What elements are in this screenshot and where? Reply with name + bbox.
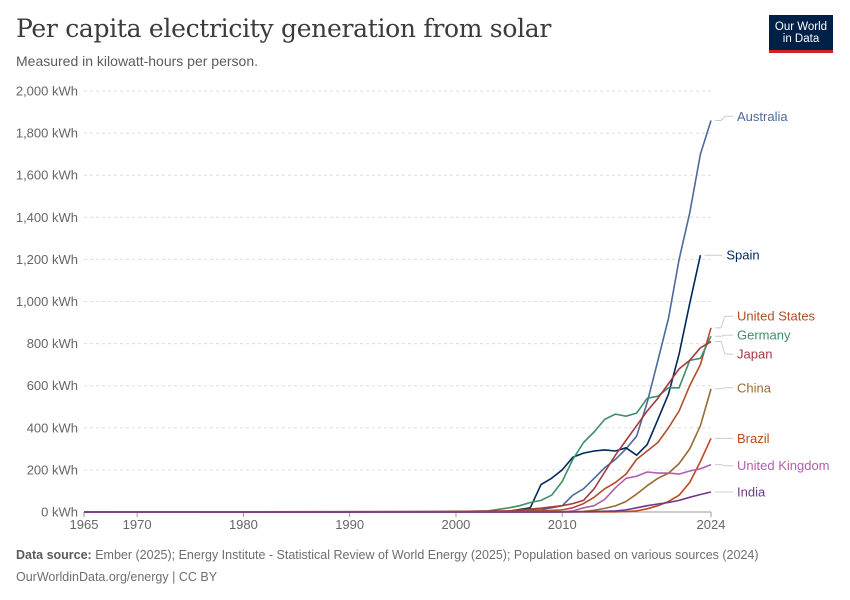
source-text: Ember (2025); Energy Institute - Statist… — [95, 548, 759, 562]
y-tick-label: 0 kWh — [41, 505, 78, 520]
x-tick-label: 2024 — [697, 517, 726, 532]
owid-logo[interactable]: Our World in Data — [769, 15, 833, 53]
y-tick-label: 800 kWh — [27, 336, 78, 351]
leader-line-japan — [715, 340, 733, 355]
series-line-brazil — [84, 437, 712, 513]
source-label: Data source: — [16, 548, 92, 562]
x-tick-label: 2010 — [548, 517, 577, 532]
series-layer — [83, 120, 712, 513]
x-tick-label: 1965 — [70, 517, 99, 532]
footer-credits: OurWorldinData.org/energy | CC BY — [16, 570, 217, 584]
leader-line-united-kingdom — [715, 464, 733, 467]
y-tick-label: 1,600 kWh — [16, 168, 78, 183]
series-line-germany — [83, 335, 712, 513]
series-label-united-kingdom: United Kingdom — [737, 458, 830, 473]
x-tick-label: 1990 — [335, 517, 364, 532]
series-label-germany: Germany — [737, 328, 791, 343]
x-tick-label: 1980 — [229, 517, 258, 532]
credit-separator: | — [172, 570, 179, 584]
leader-line-australia — [715, 115, 733, 121]
y-tick-label: 400 kWh — [27, 420, 78, 435]
y-tick-label: 1,000 kWh — [16, 294, 78, 309]
series-line-india — [84, 491, 712, 513]
series-label-japan: Japan — [737, 347, 772, 362]
footer-source: Data source: Ember (2025); Energy Instit… — [16, 548, 759, 562]
series-line-australia — [83, 120, 712, 513]
logo-line-2: in Data — [782, 32, 820, 45]
x-tick-label: 1970 — [123, 517, 152, 532]
series-label-australia: Australia — [737, 109, 788, 124]
chart-title: Per capita electricity generation from s… — [16, 14, 552, 43]
y-tick-label: 2,000 kWh — [16, 84, 78, 99]
x-tick-label: 2000 — [441, 517, 470, 532]
series-label-spain: Spain — [726, 248, 759, 263]
series-line-spain — [83, 255, 702, 513]
chart-subtitle: Measured in kilowatt-hours per person. — [16, 53, 259, 69]
logo-line-1: Our World — [774, 20, 828, 33]
series-label-united-states: United States — [737, 309, 816, 324]
y-tick-label: 1,400 kWh — [16, 210, 78, 225]
series-label-china: China — [737, 380, 772, 395]
leader-line-china — [715, 387, 733, 390]
series-label-brazil: Brazil — [737, 431, 770, 446]
y-tick-label: 1,200 kWh — [16, 252, 78, 267]
series-line-japan — [83, 340, 712, 513]
label-layer: Australia Spain United States Germany Japan C… — [704, 109, 830, 500]
line-chart: 0 kWh 200 kWh 400 kWh 600 kWh 800 kWh 1,000 k… — [16, 84, 830, 533]
series-label-india: India — [737, 485, 766, 500]
y-tick-label: 600 kWh — [27, 378, 78, 393]
axis-layer: 0 kWh 200 kWh 400 kWh 600 kWh 800 kWh 1,000 k… — [16, 84, 726, 533]
site-link[interactable]: OurWorldinData.org/energy — [16, 570, 169, 584]
grid-layer — [84, 90, 711, 471]
y-tick-label: 200 kWh — [27, 462, 78, 477]
leader-line-united-states — [715, 315, 733, 329]
leader-line-germany — [715, 334, 733, 337]
series-line-united-states — [83, 327, 712, 513]
y-tick-label: 1,800 kWh — [16, 126, 78, 141]
license-link[interactable]: CC BY — [178, 570, 218, 584]
